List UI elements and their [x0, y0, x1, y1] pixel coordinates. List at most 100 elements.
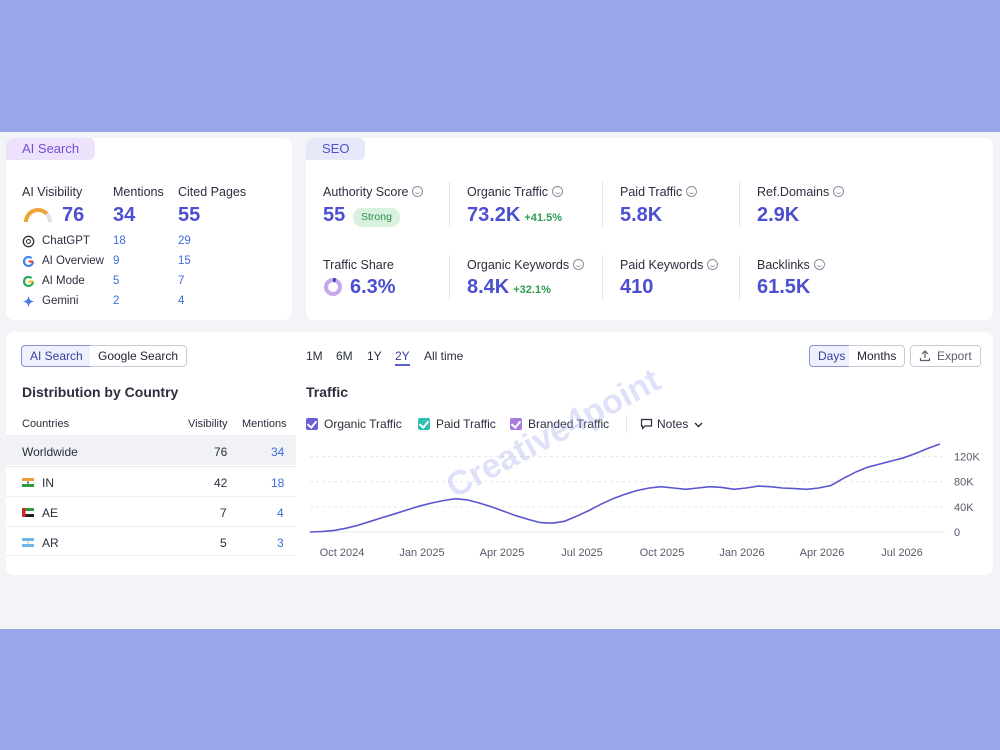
x-tick-label: Apr 2025 — [480, 547, 525, 559]
ai-search-toggle[interactable]: AI Search — [21, 345, 92, 367]
x-tick-label: Jul 2026 — [881, 547, 923, 559]
mentions-header: Mentions — [242, 418, 287, 430]
chevron-down-icon — [694, 422, 703, 428]
source-mentions[interactable]: 5 — [113, 275, 120, 287]
range-1m[interactable]: 1M — [306, 349, 323, 363]
google-icon — [22, 255, 35, 268]
y-tick-label: 120K — [954, 452, 980, 464]
months-toggle[interactable]: Months — [849, 345, 906, 367]
ai-visibility-value: 76 — [62, 204, 85, 226]
source-cited[interactable]: 7 — [178, 275, 185, 287]
seo-tab[interactable]: SEO — [306, 138, 366, 160]
info-icon[interactable] — [686, 186, 698, 197]
source-mentions[interactable]: 18 — [113, 235, 126, 247]
info-icon[interactable] — [833, 186, 845, 197]
notes-icon — [640, 418, 653, 430]
divider — [449, 182, 450, 227]
country-mentions[interactable]: 4 — [277, 506, 284, 520]
traffic-share-donut-icon — [323, 277, 343, 297]
info-icon[interactable] — [412, 186, 424, 197]
source-cited[interactable]: 4 — [178, 295, 185, 307]
ai-visibility-label: AI Visibility — [22, 185, 83, 199]
x-tick-label: Apr 2026 — [800, 547, 845, 559]
legend-branded-traffic[interactable]: Branded Traffic — [510, 417, 609, 431]
traffic-share-label: Traffic Share — [323, 258, 394, 272]
gemini-icon — [22, 295, 35, 308]
chatgpt-icon — [22, 235, 35, 248]
seo-card: SEO Authority Score 55 Strong Organic Tr… — [306, 138, 993, 320]
visibility-header: Visibility — [188, 418, 228, 430]
organic-traffic-delta: +41.5% — [524, 212, 562, 224]
country-mentions[interactable]: 34 — [271, 445, 285, 459]
backlinks-label: Backlinks — [757, 258, 825, 272]
traffic-chart[interactable]: 120K 80K 40K 0 Oct 2024 Jan 2025 Apr 2025 Jul 2… — [302, 436, 992, 570]
x-tick-label: Oct 2024 — [320, 547, 365, 559]
country-visibility: 5 — [220, 536, 227, 550]
mentions-label: Mentions — [113, 185, 164, 199]
table-row[interactable]: Worldwide 76 34 — [6, 435, 296, 465]
divider — [739, 255, 740, 300]
distribution-traffic-card: AI Search Google Search Distribution by … — [6, 332, 993, 575]
donut-fill — [332, 277, 337, 283]
paid-keywords-value: 410 — [620, 276, 654, 298]
cited-pages-value: 55 — [178, 204, 201, 226]
notes-dropdown[interactable]: Notes — [640, 417, 703, 431]
table-row[interactable]: AR 5 3 — [6, 526, 296, 556]
source-cited[interactable]: 29 — [178, 235, 191, 247]
visibility-gauge-icon — [22, 206, 54, 224]
info-icon[interactable] — [707, 259, 719, 270]
country-visibility: 76 — [214, 445, 228, 459]
authority-score-value: 55 — [323, 204, 346, 226]
source-cited[interactable]: 15 — [178, 255, 191, 267]
divider — [602, 255, 603, 300]
google-icon — [22, 275, 35, 288]
country-name: AE — [42, 506, 59, 520]
range-all-time[interactable]: All time — [424, 349, 464, 363]
source-name: AI Overview — [42, 255, 104, 267]
source-mentions[interactable]: 2 — [113, 295, 120, 307]
info-icon[interactable] — [813, 259, 825, 270]
range-2y[interactable]: 2Y — [395, 349, 410, 366]
info-icon[interactable] — [573, 259, 585, 270]
ref-domains-label: Ref.Domains — [757, 185, 845, 199]
source-mentions[interactable]: 9 — [113, 255, 120, 267]
argentina-flag-icon — [22, 538, 34, 547]
legend-organic-traffic[interactable]: Organic Traffic — [306, 417, 402, 431]
ai-search-tab[interactable]: AI Search — [6, 138, 96, 160]
gauge-fill — [24, 208, 49, 223]
table-row[interactable]: AE 7 4 — [6, 496, 296, 526]
strength-badge: Strong — [353, 208, 400, 227]
y-tick-label: 80K — [954, 477, 974, 489]
distribution-title: Distribution by Country — [22, 384, 179, 400]
export-button[interactable]: Export — [910, 345, 981, 367]
export-label: Export — [937, 349, 972, 363]
x-tick-label: Jan 2025 — [399, 547, 444, 559]
backlinks-value: 61.5K — [757, 276, 811, 298]
info-icon[interactable] — [552, 186, 564, 197]
days-toggle[interactable]: Days — [809, 345, 855, 367]
donut-track — [324, 278, 342, 296]
google-search-toggle[interactable]: Google Search — [90, 345, 188, 367]
divider — [449, 255, 450, 300]
ai-search-card: AI Search AI Visibility 76 Mentions 34 C… — [6, 138, 292, 320]
table-row[interactable]: IN 42 18 — [6, 466, 296, 496]
divider — [602, 182, 603, 227]
organic-keywords-label: Organic Keywords — [467, 258, 585, 272]
country-visibility: 42 — [214, 476, 228, 490]
country-mentions[interactable]: 18 — [271, 476, 285, 490]
range-6m[interactable]: 6M — [336, 349, 353, 363]
country-visibility: 7 — [220, 506, 227, 520]
authority-score-label: Authority Score — [323, 185, 424, 199]
cited-pages-label: Cited Pages — [178, 185, 247, 199]
ref-domains-value: 2.9K — [757, 204, 800, 226]
range-1y[interactable]: 1Y — [367, 349, 382, 363]
legend-paid-traffic[interactable]: Paid Traffic — [418, 417, 496, 431]
checkbox-icon — [510, 418, 522, 430]
organic-traffic-value: 73.2K +41.5% — [467, 204, 562, 226]
country-mentions[interactable]: 3 — [277, 536, 284, 550]
checkbox-icon — [306, 418, 318, 430]
country-name: AR — [42, 536, 59, 550]
organic-keywords-value: 8.4K +32.1% — [467, 276, 551, 298]
traffic-share-value: 6.3% — [350, 276, 396, 298]
dashboard: AI Search AI Visibility 76 Mentions 34 C… — [0, 132, 1000, 629]
